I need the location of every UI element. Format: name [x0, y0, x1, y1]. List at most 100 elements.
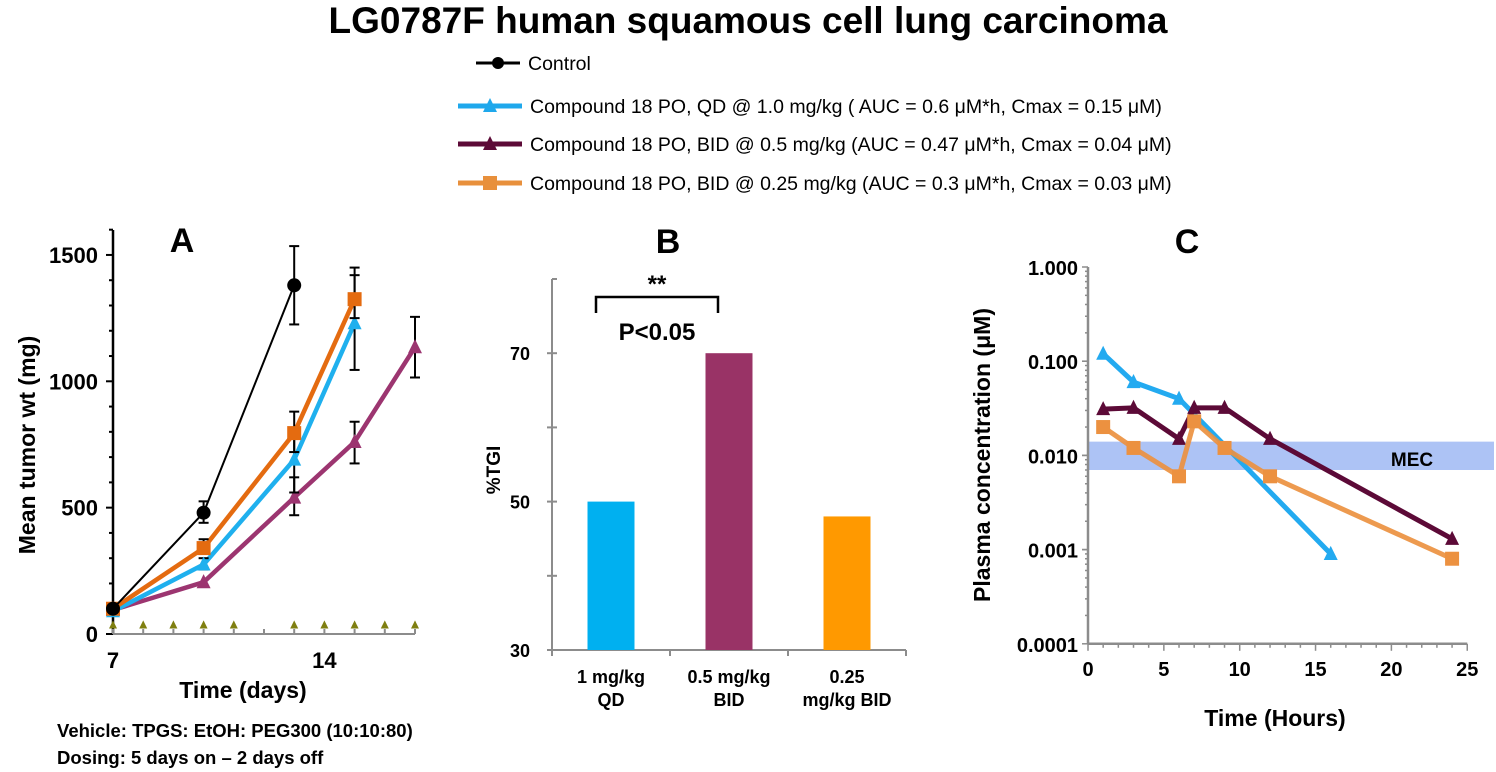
data-point [1187, 399, 1202, 414]
data-point [1217, 440, 1232, 455]
y-tick-label: 0.001 [1028, 541, 1078, 563]
dosing-marker [109, 620, 117, 629]
legend-item: Compound 18 PO, BID @ 0.5 mg/kg (AUC = 0… [458, 134, 1172, 156]
bar [587, 501, 635, 650]
panel-b-tgi-bar-chart: B 30 50 70 %TGI 1 mg/kg QD 0.5 mg/kg BID 0.25 mg/k… [484, 223, 907, 710]
panel-a-letter: A [170, 222, 195, 260]
legend-marker-triangle [483, 97, 497, 113]
data-point [196, 541, 211, 556]
legend-label: Control [528, 53, 591, 75]
data-point [347, 292, 362, 307]
x-tick-label: BID [714, 690, 745, 710]
data-point [408, 339, 422, 354]
data-point [1445, 551, 1460, 566]
legend-item: Control [476, 53, 591, 75]
legend-marker-circle [492, 57, 504, 69]
legend-item: Compound 18 PO, QD @ 1.0 mg/kg ( AUC = 0… [458, 96, 1162, 118]
data-point [1217, 399, 1232, 414]
series-line [111, 298, 357, 611]
y-tick-label: 30 [510, 641, 530, 661]
y-tick-label: 0.010 [1028, 446, 1078, 468]
significance-bracket [594, 295, 720, 313]
mec-band [1088, 441, 1494, 470]
dosing-marker [139, 620, 148, 629]
data-point [1172, 469, 1187, 484]
legend-marker-triangle [483, 135, 497, 151]
data-point [1126, 440, 1141, 455]
data-point [287, 278, 302, 293]
x-tick-label: 0 [1082, 659, 1093, 681]
legend-item: Compound 18 PO, BID @ 0.25 mg/kg (AUC = … [458, 173, 1172, 195]
y-axis-label: Plasma concentration (μM) [969, 308, 995, 602]
p-value-label: P<0.05 [619, 319, 696, 346]
data-point [347, 433, 362, 448]
legend-label: Compound 18 PO, QD @ 1.0 mg/kg ( AUC = 0… [530, 96, 1162, 118]
x-tick-label: 20 [1380, 659, 1402, 681]
legend-marker-square [483, 176, 497, 190]
figure-title: LG0787F human squamous cell lung carcino… [329, 0, 1168, 41]
x-tick-label: 0.5 mg/kg [687, 667, 770, 687]
vehicle-note: Vehicle: TPGS: EtOH: PEG300 (10:10:80) [57, 720, 413, 741]
dosing-marker [199, 620, 208, 629]
series-1 [1096, 399, 1460, 545]
series-line [111, 322, 357, 614]
data-point [1172, 430, 1187, 445]
data-point [1323, 545, 1338, 560]
dosing-marker [320, 620, 329, 629]
series-line [1103, 405, 1454, 542]
dosing-marker [411, 620, 419, 629]
data-point [1096, 345, 1111, 360]
y-axis-label: %TGI [484, 446, 505, 495]
y-tick-label: 0.100 [1028, 352, 1078, 374]
x-tick-label: QD [598, 690, 625, 710]
series-0 [106, 245, 302, 616]
series-3 [106, 266, 362, 616]
bar [705, 353, 753, 650]
data-point [1126, 399, 1141, 414]
data-point [287, 426, 302, 441]
data-point [196, 574, 211, 589]
data-point [287, 451, 302, 466]
data-point [1096, 420, 1111, 435]
y-tick-label: 0 [86, 622, 98, 647]
data-point [196, 505, 211, 520]
data-point [1096, 401, 1111, 416]
dosing-marker [380, 620, 389, 629]
bar [823, 516, 871, 650]
x-tick-label: 5 [1158, 659, 1169, 681]
x-tick-label: mg/kg BID [802, 690, 891, 710]
x-axis-label: Time (days) [179, 677, 306, 703]
x-tick-label: 7 [107, 648, 119, 673]
data-point [287, 489, 302, 504]
dosing-note: Dosing: 5 days on – 2 days off [57, 747, 324, 768]
dosing-marker [350, 620, 359, 629]
x-tick-label: 0.25 [829, 667, 864, 687]
x-tick-label: 25 [1456, 659, 1478, 681]
y-tick-label: 70 [510, 344, 530, 364]
legend: Control Compound 18 PO, QD @ 1.0 mg/kg ( … [458, 53, 1172, 195]
data-point [1263, 430, 1278, 445]
x-tick-label: 1 mg/kg [577, 667, 645, 687]
x-tick-label: 14 [312, 648, 337, 673]
legend-label: Compound 18 PO, BID @ 0.25 mg/kg (AUC = … [530, 173, 1172, 195]
series-line [1101, 351, 1333, 556]
legend-label: Compound 18 PO, BID @ 0.5 mg/kg (AUC = 0… [530, 134, 1172, 156]
y-tick-label: 0.0001 [1017, 635, 1078, 657]
data-point [1445, 530, 1460, 545]
data-point [347, 315, 362, 330]
data-point [1126, 374, 1141, 389]
y-tick-label: 1500 [49, 243, 98, 268]
dosing-marker [169, 620, 178, 629]
panel-c-letter: C [1175, 223, 1200, 261]
series-2 [1096, 414, 1460, 566]
series-line [112, 345, 417, 613]
x-tick-label: 10 [1229, 659, 1251, 681]
series-1 [106, 274, 362, 618]
y-tick-label: 50 [510, 493, 530, 513]
series-0 [1096, 345, 1338, 560]
data-point [1263, 469, 1278, 484]
y-tick-label: 1.000 [1028, 258, 1078, 280]
significance-stars: ** [648, 271, 667, 298]
